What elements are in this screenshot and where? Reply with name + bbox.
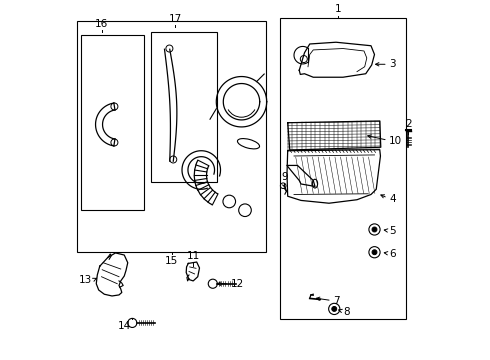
Text: 4: 4 bbox=[389, 194, 396, 204]
Text: 7: 7 bbox=[333, 296, 340, 306]
Circle shape bbox=[332, 306, 337, 311]
Text: 1: 1 bbox=[335, 4, 341, 14]
Circle shape bbox=[372, 227, 377, 232]
Text: 14: 14 bbox=[118, 321, 131, 331]
Circle shape bbox=[372, 250, 377, 255]
Bar bbox=[80, 35, 144, 210]
Text: 10: 10 bbox=[389, 136, 402, 146]
Text: 5: 5 bbox=[389, 226, 396, 236]
Text: 13: 13 bbox=[78, 275, 92, 285]
Text: 2: 2 bbox=[405, 119, 412, 129]
Bar bbox=[77, 21, 266, 252]
Text: 12: 12 bbox=[231, 279, 244, 289]
Bar bbox=[150, 32, 217, 182]
Text: 11: 11 bbox=[187, 251, 200, 261]
Text: 6: 6 bbox=[389, 249, 396, 259]
Text: 15: 15 bbox=[165, 256, 178, 266]
Text: 17: 17 bbox=[169, 14, 182, 24]
Bar bbox=[280, 18, 406, 319]
Text: 3: 3 bbox=[389, 59, 396, 69]
Text: 8: 8 bbox=[343, 307, 350, 317]
Text: 9: 9 bbox=[281, 171, 288, 181]
Text: 16: 16 bbox=[95, 19, 108, 29]
